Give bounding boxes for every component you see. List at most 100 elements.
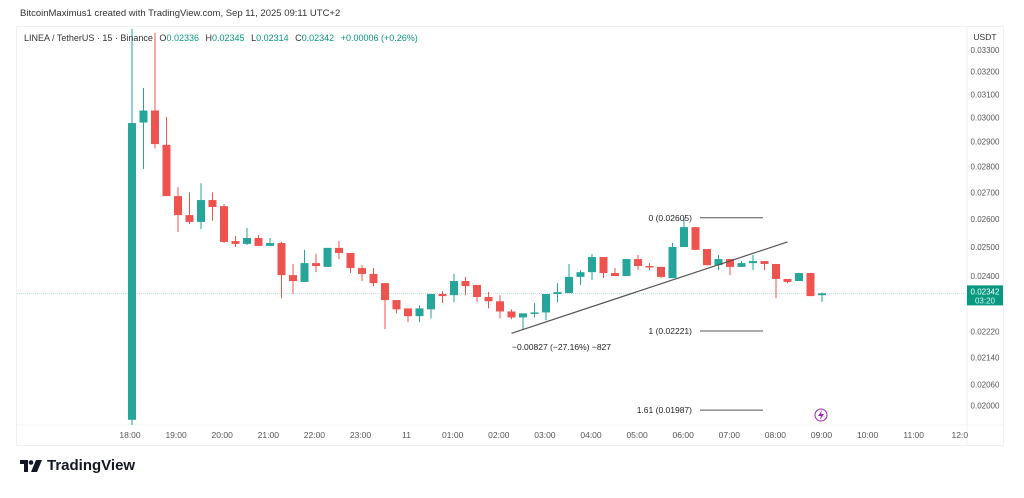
- candle[interactable]: [680, 217, 688, 248]
- candle[interactable]: [197, 183, 205, 230]
- candle-body: [783, 278, 792, 282]
- trend-line[interactable]: [511, 241, 788, 334]
- candle[interactable]: [634, 255, 642, 271]
- candle-body: [749, 261, 757, 264]
- low-label: L: [251, 33, 257, 43]
- candle-body: [484, 297, 493, 302]
- candle[interactable]: [277, 241, 286, 299]
- price-tick-label: 0.02700: [971, 188, 1000, 197]
- candle[interactable]: [289, 263, 297, 294]
- candle[interactable]: [438, 290, 447, 304]
- candle[interactable]: [599, 257, 608, 279]
- current-price-value: 0.02342: [971, 287, 1000, 296]
- candle[interactable]: [346, 253, 355, 274]
- candle[interactable]: [496, 295, 504, 319]
- candle[interactable]: [450, 273, 458, 303]
- candle[interactable]: [335, 241, 343, 260]
- lightning-icon[interactable]: [814, 408, 828, 422]
- symbol-legend: LINEA / TetherUS · 15 · Binance O0.02336…: [24, 33, 418, 43]
- candle-body: [611, 273, 619, 276]
- price-tick-label: 0.02400: [971, 272, 1000, 281]
- candle[interactable]: [473, 284, 481, 303]
- candle[interactable]: [312, 253, 320, 273]
- candle-body: [588, 257, 596, 273]
- fib-level-label: 0 (0.02605): [649, 213, 693, 223]
- candle[interactable]: [622, 259, 631, 276]
- candle-body: [151, 110, 159, 145]
- open-label: O: [159, 33, 167, 43]
- candle[interactable]: [162, 116, 171, 197]
- candle[interactable]: [369, 268, 378, 287]
- candle[interactable]: [427, 293, 435, 319]
- candle[interactable]: [657, 266, 665, 279]
- price-tick-label: 0.03200: [971, 68, 1000, 77]
- candle[interactable]: [128, 28, 136, 427]
- candle-body: [139, 110, 148, 123]
- candle[interactable]: [691, 227, 700, 250]
- candle[interactable]: [484, 292, 493, 309]
- candle[interactable]: [565, 263, 573, 294]
- candle[interactable]: [818, 292, 826, 302]
- candle[interactable]: [300, 249, 309, 282]
- candle[interactable]: [519, 313, 527, 330]
- candle[interactable]: [530, 303, 539, 318]
- time-tick-label: 03:00: [534, 430, 556, 440]
- price-tick-label: 0.03100: [971, 90, 1000, 99]
- candle-body: [197, 200, 205, 222]
- candle[interactable]: [231, 236, 240, 248]
- candle[interactable]: [749, 255, 757, 271]
- tradingview-logo[interactable]: TradingView: [20, 457, 135, 474]
- trend-line-label: −0.00827 (−27.16%) −827: [512, 342, 611, 352]
- candle[interactable]: [806, 273, 815, 297]
- candle[interactable]: [760, 261, 769, 271]
- candle-body: [220, 206, 228, 242]
- candle-body: [645, 266, 654, 268]
- candle[interactable]: [266, 237, 274, 246]
- candle[interactable]: [151, 32, 159, 149]
- candle[interactable]: [726, 259, 734, 276]
- candle[interactable]: [783, 278, 792, 284]
- candle-body: [185, 215, 194, 222]
- candle[interactable]: [507, 309, 516, 320]
- candle[interactable]: [174, 187, 182, 233]
- candle[interactable]: [392, 300, 401, 314]
- candle-body: [289, 275, 297, 282]
- candle[interactable]: [404, 308, 412, 323]
- price-tick-label: 0.02140: [971, 353, 1000, 362]
- time-tick-label: 08:00: [765, 430, 787, 440]
- candle[interactable]: [243, 227, 251, 246]
- candle[interactable]: [254, 234, 263, 246]
- price-tick-label: 0.02220: [971, 327, 1000, 336]
- candle[interactable]: [358, 265, 366, 282]
- candle-body: [795, 273, 803, 282]
- candle[interactable]: [381, 283, 389, 330]
- candle-body: [427, 293, 435, 310]
- candle[interactable]: [323, 247, 332, 267]
- candle[interactable]: [415, 305, 424, 323]
- candle[interactable]: [737, 261, 746, 267]
- candle[interactable]: [668, 243, 677, 279]
- candle[interactable]: [714, 255, 723, 271]
- candle[interactable]: [703, 249, 711, 266]
- lightning-icon-glyph: [818, 410, 824, 420]
- candle[interactable]: [208, 192, 217, 221]
- candle[interactable]: [611, 268, 619, 276]
- time-tick-label: 12:0: [952, 430, 969, 440]
- candle[interactable]: [139, 87, 148, 169]
- candle[interactable]: [553, 283, 562, 303]
- candle[interactable]: [795, 273, 803, 282]
- candle-body: [404, 308, 412, 317]
- candle[interactable]: [576, 270, 585, 285]
- candle[interactable]: [645, 263, 654, 271]
- price-tick-label: 0.03300: [971, 46, 1000, 55]
- candle-body: [726, 259, 734, 267]
- candle[interactable]: [542, 293, 550, 321]
- candle[interactable]: [772, 263, 780, 299]
- candle[interactable]: [220, 204, 228, 244]
- candle[interactable]: [461, 276, 470, 296]
- candle-body: [806, 273, 815, 297]
- candle[interactable]: [588, 253, 596, 281]
- symbol-name[interactable]: LINEA / TetherUS · 15 · Binance: [24, 33, 153, 43]
- candle[interactable]: [185, 192, 194, 225]
